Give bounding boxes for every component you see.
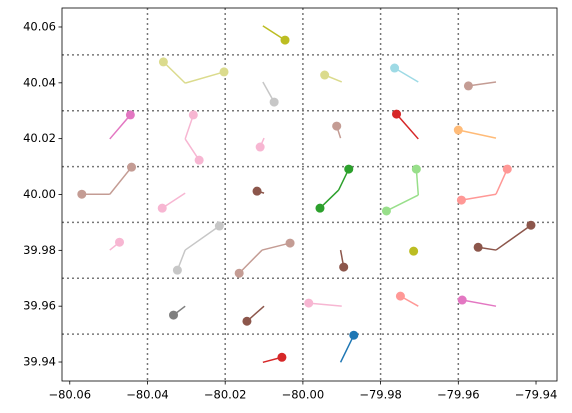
end-point <box>390 63 400 73</box>
end-point <box>169 310 179 320</box>
end-point <box>269 97 279 107</box>
end-point <box>172 265 182 275</box>
end-point <box>315 203 325 213</box>
y-tick-label: 40.02 <box>23 131 56 145</box>
plot-frame <box>61 7 558 382</box>
trajectory <box>162 61 186 84</box>
trajectory <box>394 67 419 83</box>
end-point <box>219 67 229 77</box>
trajectory <box>339 334 355 363</box>
end-point <box>242 316 252 326</box>
y-tick-label: 40.04 <box>23 75 56 89</box>
end-point <box>473 242 483 252</box>
trajectory <box>461 193 497 201</box>
end-point <box>127 162 137 172</box>
end-point <box>214 221 224 231</box>
end-point <box>381 206 391 216</box>
end-point <box>320 70 330 80</box>
end-point <box>280 35 290 45</box>
x-tick-label: −79.98 <box>359 388 402 402</box>
trajectory <box>308 302 342 307</box>
end-point <box>463 81 473 91</box>
end-point <box>125 110 135 120</box>
x-tick-label: −80.02 <box>204 388 247 402</box>
end-point <box>234 268 244 278</box>
end-point <box>392 109 402 119</box>
trajectory <box>386 194 419 212</box>
trajectory <box>462 299 497 307</box>
end-point <box>158 57 168 67</box>
trajectory <box>458 129 497 139</box>
trajectory <box>261 242 291 251</box>
end-point <box>395 291 405 301</box>
y-tick-label: 40.00 <box>23 187 56 201</box>
end-point <box>77 189 87 199</box>
end-point <box>411 164 421 174</box>
end-point <box>526 220 536 230</box>
x-tick-label: −80.04 <box>126 388 169 402</box>
x-tick-label: −79.96 <box>437 388 480 402</box>
y-tick-label: 39.94 <box>23 355 56 369</box>
end-point <box>157 203 167 213</box>
trajectory <box>468 81 497 87</box>
end-point <box>457 295 467 305</box>
trajectory <box>109 166 133 195</box>
trajectory <box>184 71 225 84</box>
end-point <box>344 164 354 174</box>
trajectory <box>495 224 532 251</box>
y-tick-label: 39.98 <box>23 243 56 257</box>
end-point <box>285 238 295 248</box>
x-tick-label: −80.06 <box>48 388 91 402</box>
end-point <box>332 121 342 131</box>
end-point <box>188 110 198 120</box>
trajectory <box>184 225 220 251</box>
x-tick-label: −80.00 <box>282 388 325 402</box>
trajectory <box>161 192 186 209</box>
y-tick-label: 40.06 <box>23 19 56 33</box>
x-tick-label: −79.94 <box>515 388 558 402</box>
end-point <box>115 237 125 247</box>
trajectory <box>395 113 419 140</box>
end-point <box>453 125 463 135</box>
end-point <box>409 246 419 256</box>
end-point <box>502 164 512 174</box>
end-point <box>304 298 314 308</box>
end-point <box>277 352 287 362</box>
end-point <box>255 142 265 152</box>
trajectory <box>238 249 263 274</box>
trajectory <box>495 168 508 195</box>
end-point <box>339 262 349 272</box>
end-point <box>456 195 466 205</box>
end-point <box>349 330 359 340</box>
end-point <box>194 155 204 165</box>
y-tick-label: 39.96 <box>23 299 56 313</box>
trajectory <box>109 114 131 140</box>
end-point <box>252 186 262 196</box>
